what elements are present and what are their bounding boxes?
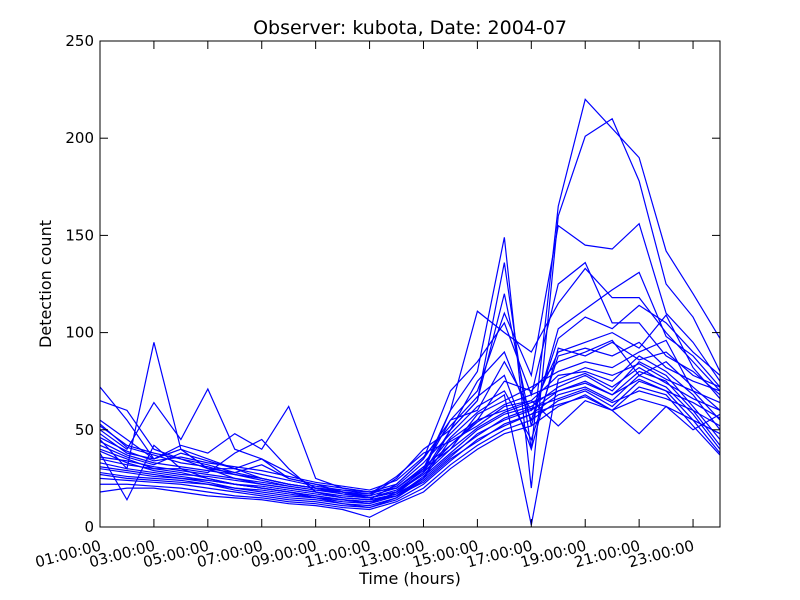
series-line-7 <box>99 304 721 497</box>
series-line-22 <box>99 378 721 499</box>
series-line-17 <box>99 341 721 495</box>
y-tick-label: 150 <box>65 226 94 244</box>
series-line-15 <box>100 380 721 511</box>
series-line-21 <box>99 366 721 493</box>
series-line-14 <box>99 374 721 509</box>
chart-title: Observer: kubota, Date: 2004-07 <box>253 17 567 39</box>
series-line-18 <box>99 341 721 491</box>
series-line-24 <box>99 396 721 503</box>
y-tick-label: 250 <box>65 32 94 50</box>
y-tick-label: 200 <box>65 129 94 147</box>
y-tick-label: 50 <box>75 421 94 439</box>
series-line-20 <box>99 399 721 495</box>
y-tick-label: 0 <box>84 518 94 536</box>
y-tick-label: 100 <box>65 324 94 342</box>
series-line-23 <box>99 388 721 501</box>
series-line-5 <box>99 267 721 493</box>
series-line-9 <box>99 339 721 509</box>
y-axis: 0 50 100 150 200 250 <box>65 32 720 536</box>
y-axis-label: Detection count <box>36 220 55 348</box>
plot-frame <box>99 40 721 528</box>
series-line-8 <box>99 314 721 501</box>
x-axis-label: Time (hours) <box>358 569 461 588</box>
series-line-16 <box>99 386 721 518</box>
series-group <box>99 98 721 526</box>
series-line-19 <box>99 363 721 526</box>
series-line-6 <box>99 271 721 499</box>
